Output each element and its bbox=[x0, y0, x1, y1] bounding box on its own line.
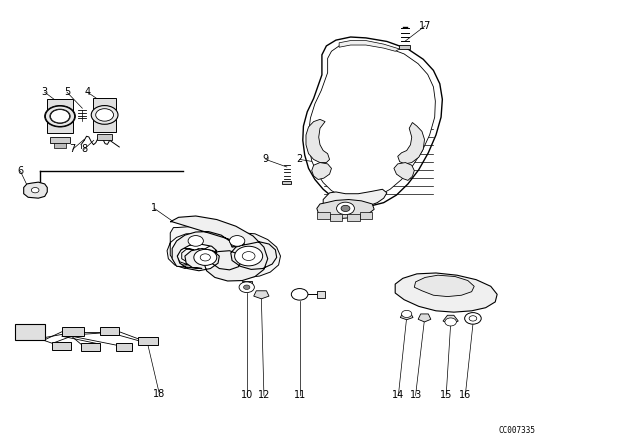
Ellipse shape bbox=[51, 110, 70, 123]
Circle shape bbox=[235, 246, 262, 266]
Text: 13: 13 bbox=[410, 390, 422, 401]
Polygon shape bbox=[317, 211, 330, 219]
Polygon shape bbox=[330, 214, 342, 221]
Circle shape bbox=[445, 318, 456, 326]
Circle shape bbox=[194, 250, 217, 265]
Polygon shape bbox=[93, 98, 116, 132]
Polygon shape bbox=[97, 134, 112, 140]
Text: 17: 17 bbox=[419, 21, 431, 31]
Circle shape bbox=[337, 202, 355, 215]
Polygon shape bbox=[253, 291, 269, 299]
Polygon shape bbox=[242, 280, 252, 285]
Polygon shape bbox=[54, 143, 67, 148]
Polygon shape bbox=[116, 343, 132, 351]
Circle shape bbox=[465, 313, 481, 324]
Polygon shape bbox=[418, 314, 431, 322]
Polygon shape bbox=[62, 327, 84, 336]
Polygon shape bbox=[303, 37, 442, 206]
Text: CC007335: CC007335 bbox=[499, 426, 536, 435]
Text: 18: 18 bbox=[154, 389, 166, 399]
Text: 10: 10 bbox=[241, 390, 253, 401]
Polygon shape bbox=[317, 291, 325, 298]
Polygon shape bbox=[52, 341, 72, 349]
Text: 4: 4 bbox=[84, 87, 90, 97]
Polygon shape bbox=[414, 275, 474, 297]
Ellipse shape bbox=[45, 106, 75, 126]
Polygon shape bbox=[360, 211, 372, 219]
Ellipse shape bbox=[45, 106, 76, 127]
Text: 16: 16 bbox=[459, 390, 472, 401]
Polygon shape bbox=[395, 273, 497, 312]
Polygon shape bbox=[317, 199, 374, 219]
Polygon shape bbox=[47, 99, 73, 133]
Circle shape bbox=[243, 252, 255, 260]
Polygon shape bbox=[167, 227, 280, 277]
Circle shape bbox=[188, 236, 204, 246]
Text: 3: 3 bbox=[42, 87, 48, 97]
Text: 12: 12 bbox=[258, 390, 270, 401]
Text: 14: 14 bbox=[392, 390, 404, 401]
Text: 2: 2 bbox=[296, 155, 303, 164]
Ellipse shape bbox=[50, 109, 70, 123]
Polygon shape bbox=[397, 122, 424, 164]
Polygon shape bbox=[15, 324, 45, 340]
Ellipse shape bbox=[92, 106, 118, 124]
Polygon shape bbox=[282, 181, 291, 184]
Polygon shape bbox=[306, 119, 330, 163]
Polygon shape bbox=[323, 189, 387, 211]
Text: 9: 9 bbox=[263, 155, 269, 164]
Polygon shape bbox=[170, 216, 276, 281]
Polygon shape bbox=[394, 163, 414, 181]
Text: 6: 6 bbox=[17, 167, 24, 177]
Polygon shape bbox=[399, 45, 410, 49]
Text: 8: 8 bbox=[81, 144, 87, 154]
Ellipse shape bbox=[96, 109, 113, 121]
Text: 5: 5 bbox=[64, 87, 70, 97]
Polygon shape bbox=[400, 313, 413, 320]
Circle shape bbox=[239, 282, 254, 293]
Circle shape bbox=[200, 254, 211, 261]
Polygon shape bbox=[339, 41, 399, 51]
Polygon shape bbox=[51, 137, 70, 143]
Circle shape bbox=[31, 188, 39, 193]
Polygon shape bbox=[100, 327, 119, 335]
Text: 15: 15 bbox=[440, 390, 452, 401]
Circle shape bbox=[230, 236, 245, 246]
Polygon shape bbox=[24, 182, 47, 198]
Text: 7: 7 bbox=[70, 144, 76, 154]
Polygon shape bbox=[443, 315, 458, 324]
Circle shape bbox=[469, 316, 477, 321]
Circle shape bbox=[244, 285, 250, 289]
Text: 11: 11 bbox=[294, 390, 306, 401]
Polygon shape bbox=[81, 343, 100, 351]
Circle shape bbox=[401, 310, 412, 318]
Circle shape bbox=[291, 289, 308, 300]
Polygon shape bbox=[312, 163, 332, 180]
Polygon shape bbox=[308, 43, 435, 199]
Circle shape bbox=[341, 205, 350, 211]
Polygon shape bbox=[138, 337, 157, 345]
Polygon shape bbox=[348, 214, 360, 221]
Text: 1: 1 bbox=[151, 203, 157, 213]
